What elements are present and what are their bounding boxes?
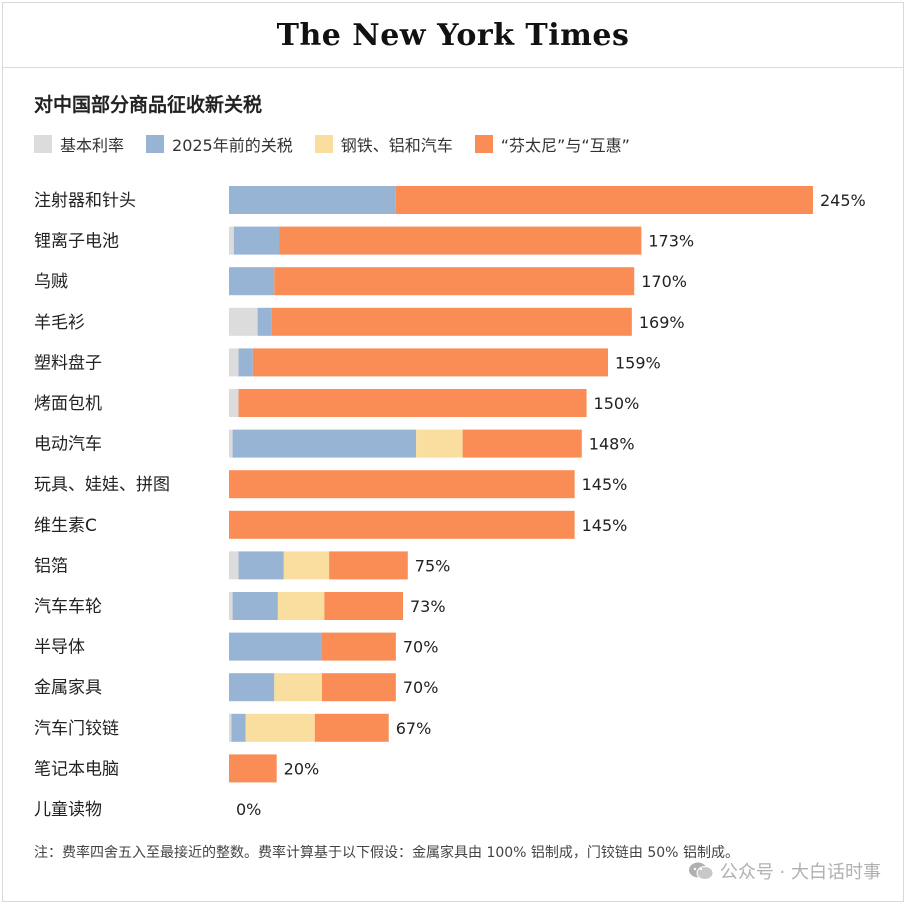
category-label: 塑料盘子 <box>34 353 102 373</box>
bar-total-label: 245% <box>820 191 866 210</box>
category-label: 烤面包机 <box>34 394 102 414</box>
legend-label-steel: 钢铁、铝和汽车 <box>340 136 453 155</box>
legend-item-base: 基本利率 <box>34 132 124 156</box>
bar-total-label: 145% <box>582 516 628 535</box>
bar-segment-pre2025 <box>231 713 246 742</box>
bar-total-label: 70% <box>403 678 439 697</box>
bar-segment-fentanyl <box>274 267 635 296</box>
masthead: The New York Times <box>3 3 903 68</box>
bar-segment-fentanyl <box>238 389 587 417</box>
bar-total-label: 170% <box>641 272 687 291</box>
bar-total-label: 169% <box>639 313 685 332</box>
legend-item-pre2025: 2025年前的关税 <box>146 132 293 156</box>
footnote: 注：费率四舍五入至最接近的整数。费率计算基于以下假设：金属家具由 100% 铝制… <box>34 845 739 861</box>
category-label: 汽车车轮 <box>34 597 102 617</box>
bar-segment-fentanyl <box>324 592 404 620</box>
bar-segment-fentanyl <box>252 348 609 377</box>
bar-segment-fentanyl <box>279 226 642 255</box>
bar-segment-pre2025 <box>229 632 322 661</box>
bar-segment-fentanyl <box>229 470 575 499</box>
bar-segment-steel <box>274 673 322 702</box>
bar-segment-fentanyl <box>229 754 277 783</box>
watermark: 公众号 · 大白话时事 <box>688 858 881 884</box>
bar-segment-pre2025 <box>232 592 278 620</box>
bar-segment-base <box>229 389 239 417</box>
bar-segment-pre2025 <box>238 551 284 580</box>
category-label: 笔记本电脑 <box>34 759 119 779</box>
category-label: 玩具、娃娃、拼图 <box>34 475 170 495</box>
bar-total-label: 159% <box>615 353 661 372</box>
bar-chart: 注射器和针头 245% 锂离子电池 173% 乌贼 170% 羊毛衫 169% 塑料盘子 159%… <box>34 186 866 820</box>
bar-segment-base <box>229 226 234 255</box>
category-label: 半导体 <box>34 638 85 658</box>
bar-total-label: 150% <box>594 394 640 413</box>
legend-item-fentanyl: “芬太尼”与“互惠” <box>474 132 630 156</box>
legend: 基本利率 2025年前的关税 钢铁、铝和汽车 “芬太尼”与“互惠” <box>34 132 652 156</box>
bar-segment-pre2025 <box>229 267 275 296</box>
bar-total-label: 20% <box>284 759 320 778</box>
bar-total-label: 70% <box>403 638 439 657</box>
bar-segment-pre2025 <box>238 348 253 377</box>
legend-label-fentanyl: “芬太尼”与“互惠” <box>500 136 630 155</box>
category-label: 锂离子电池 <box>34 232 119 252</box>
bar-total-label: 73% <box>410 597 446 616</box>
legend-swatch-base <box>34 135 52 153</box>
bar-segment-base <box>229 348 239 377</box>
watermark-text: 公众号 · 大白话时事 <box>719 862 881 883</box>
legend-swatch-steel <box>314 135 333 153</box>
legend-label-base: 基本利率 <box>60 136 125 155</box>
bar-segment-steel <box>283 551 330 580</box>
legend-swatch-pre2025 <box>146 135 165 153</box>
bar-total-label: 0% <box>236 800 261 819</box>
bar-segment-base <box>229 551 239 580</box>
category-label: 儿童读物 <box>34 800 102 820</box>
bar-total-label: 148% <box>589 435 635 454</box>
chart-title: 对中国部分商品征收新关税 <box>34 94 263 116</box>
bar-segment-fentanyl <box>321 632 396 661</box>
bar-segment-base <box>229 592 233 620</box>
bar-total-label: 145% <box>582 475 628 494</box>
legend-swatch-fentanyl <box>474 135 493 153</box>
bar-segment-steel <box>277 592 325 620</box>
bar-segment-steel <box>245 713 315 742</box>
category-label: 铝箔 <box>34 556 68 576</box>
bar-total-label: 173% <box>648 232 694 251</box>
bar-segment-pre2025 <box>257 307 272 336</box>
bar-segment-pre2025 <box>229 186 396 214</box>
bar-segment-fentanyl <box>314 713 389 742</box>
bar-segment-base <box>229 307 258 336</box>
bar-segment-base <box>229 429 233 458</box>
bar-segment-pre2025 <box>233 226 280 255</box>
category-label: 维生素C <box>34 516 97 536</box>
bar-segment-pre2025 <box>229 673 275 702</box>
bar-segment-pre2025 <box>232 429 417 458</box>
bar-segment-fentanyl <box>329 551 408 580</box>
category-label: 羊毛衫 <box>34 313 85 333</box>
category-label: 金属家具 <box>34 678 102 698</box>
category-label: 汽车门铰链 <box>34 719 119 739</box>
category-label: 乌贼 <box>34 272 68 292</box>
bar-segment-fentanyl <box>462 429 582 458</box>
bar-segment-fentanyl <box>395 186 813 214</box>
category-label: 注射器和针头 <box>34 191 136 211</box>
category-label: 电动汽车 <box>34 435 102 455</box>
bar-segment-fentanyl <box>229 510 575 539</box>
bar-total-label: 75% <box>415 556 451 575</box>
legend-label-pre2025: 2025年前的关税 <box>172 136 293 155</box>
bar-segment-fentanyl <box>321 673 396 702</box>
bar-total-label: 67% <box>396 719 432 738</box>
bar-segment-fentanyl <box>271 307 632 336</box>
bar-segment-base <box>229 713 232 742</box>
masthead-logo: The New York Times <box>276 17 630 53</box>
bar-segment-steel <box>416 429 463 458</box>
legend-item-steel: 钢铁、铝和汽车 <box>314 132 453 156</box>
wechat-icon <box>688 862 714 880</box>
